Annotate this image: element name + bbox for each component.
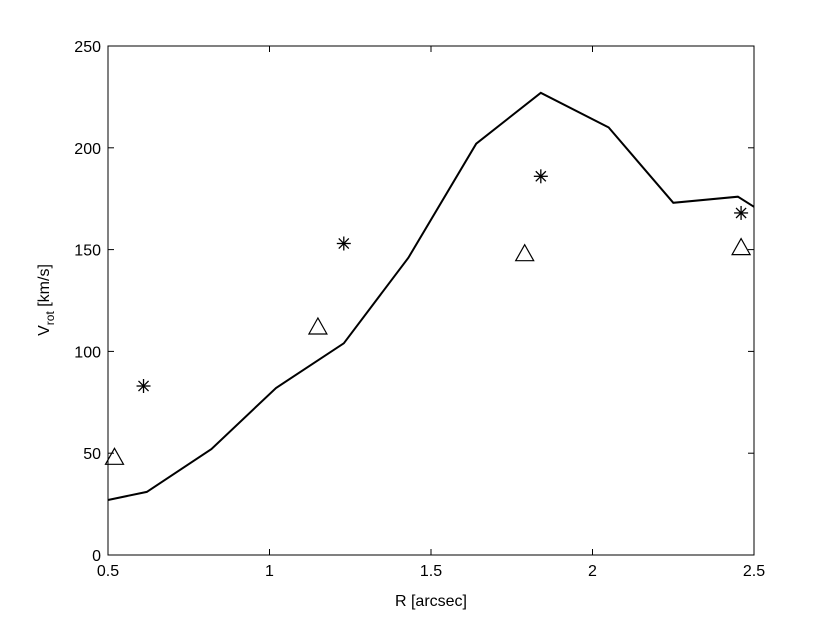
asterisk-point (734, 205, 749, 220)
y-tick-label: 50 (83, 446, 101, 463)
plot-area (107, 45, 755, 556)
y-axis-title-unit: [km/s] (36, 264, 53, 311)
tick-labels: 0.5 1 1.5 2 2.5 0 50 100 150 200 250 (74, 39, 765, 580)
x-tick-label: 1 (265, 563, 274, 580)
triangle-point (104, 447, 125, 465)
asterisk-point (336, 236, 351, 251)
y-tick-label: 150 (74, 243, 101, 260)
triangle-point (307, 316, 328, 335)
asterisk-point (136, 379, 151, 394)
axis-ticks (107, 45, 755, 556)
series-line (107, 91, 755, 501)
y-tick-label: 200 (74, 141, 101, 158)
x-tick-label: 1.5 (420, 563, 442, 580)
x-axis-title: R [arcsec] (395, 593, 467, 610)
y-axis-title: Vrot [km/s] (36, 264, 57, 336)
x-tick-label: 2.5 (743, 563, 765, 580)
y-axis-title-main: V (36, 325, 53, 336)
x-tick-label: 0.5 (97, 563, 119, 580)
triangle-point (731, 237, 752, 256)
triangle-point (514, 243, 535, 262)
x-tick-label: 2 (588, 563, 597, 580)
y-tick-label: 100 (74, 344, 101, 361)
y-tick-label: 250 (74, 39, 101, 56)
y-axis-title-sub: rot (43, 311, 57, 326)
asterisk-point (533, 169, 548, 184)
data-marks (104, 91, 755, 501)
y-tick-label: 0 (92, 548, 101, 565)
